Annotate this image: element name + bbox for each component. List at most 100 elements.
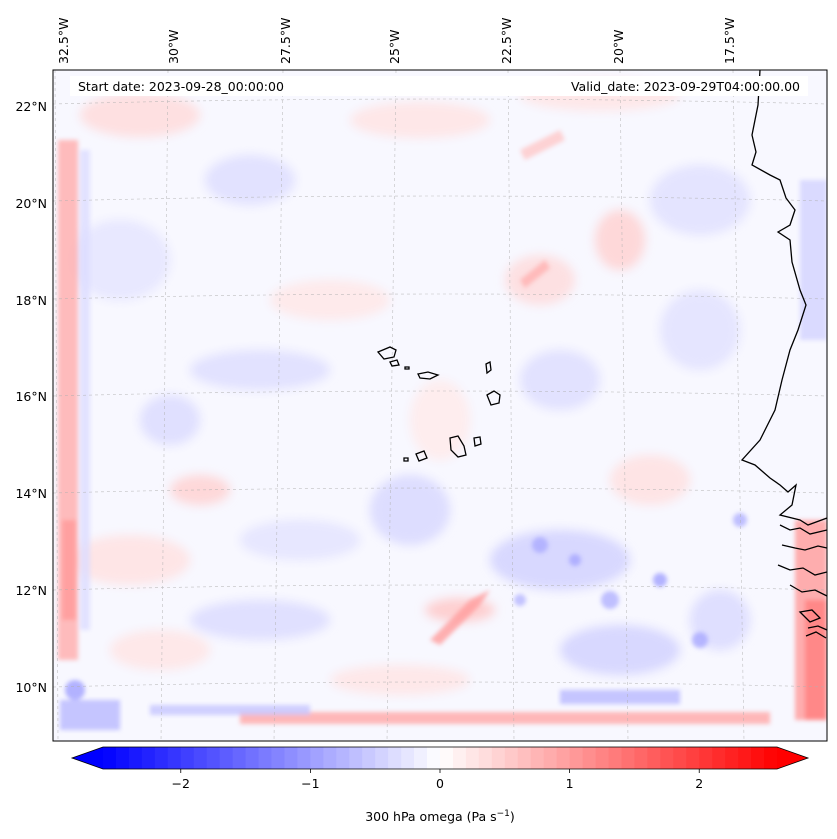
island-santa-luzia: [404, 366, 410, 370]
colorbar-segment: [582, 747, 597, 769]
colorbar-segment: [206, 747, 221, 769]
map-frame: [52, 69, 828, 742]
colorbar-segment: [128, 747, 143, 769]
colorbar-segment: [491, 747, 506, 769]
colorbar-label-close: ): [510, 809, 515, 824]
colorbar-segment: [323, 747, 337, 769]
lon-label: 22.5°W: [499, 18, 514, 64]
colorbar-segment: [258, 747, 273, 769]
colorbar-tick-label: 0: [436, 776, 444, 791]
colorbar-segment: [141, 747, 156, 769]
island-brava: [403, 457, 409, 462]
colorbar-segment: [310, 747, 324, 769]
colorbar-segment: [569, 747, 584, 769]
colorbar-segment: [725, 747, 739, 769]
colorbar-segment: [362, 747, 376, 769]
colorbar-segment: [336, 747, 350, 769]
colorbar-segment: [465, 747, 480, 769]
omega-field: [58, 79, 827, 730]
island-sal: [485, 361, 492, 375]
colorbar-segment: [427, 747, 441, 769]
colorbar-segment: [245, 747, 260, 769]
colorbar-segment: [440, 747, 454, 769]
colorbar-segment: [699, 747, 713, 769]
colorbar-segment: [543, 747, 558, 769]
lon-label: 30°W: [166, 29, 181, 64]
island-maio: [473, 436, 482, 447]
colorbar-segment: [349, 747, 363, 769]
lat-label: 22°N: [15, 99, 47, 114]
colorbar-segment: [608, 747, 623, 769]
island-fogo: [415, 450, 428, 462]
colorbar-segment: [297, 747, 311, 769]
colorbar-segment: [284, 747, 299, 769]
colorbar-segment: [673, 747, 687, 769]
colorbar-segment: [452, 747, 467, 769]
colorbar-segment: [595, 747, 610, 769]
lon-label: 32.5°W: [56, 18, 71, 64]
colorbar-segment: [556, 747, 571, 769]
lat-label: 16°N: [15, 389, 47, 404]
colorbar-segment: [193, 747, 208, 769]
colorbar-segment: [388, 747, 402, 769]
colorbar-segment: [621, 747, 636, 769]
colorbar: −2 −1 0 1 2 300 hPa omega (Pa s−1): [70, 746, 810, 824]
colorbar-segment: [180, 747, 195, 769]
colorbar-ticks: −2 −1 0 1 2: [172, 769, 703, 791]
colorbar-segment: [219, 747, 234, 769]
colorbar-segment: [232, 747, 247, 769]
gridlines: [53, 70, 827, 741]
colorbar-segment: [414, 747, 428, 769]
colorbar-segment: [530, 747, 545, 769]
start-date-label: Start date: 2023-09-28_00:00:00: [78, 79, 284, 94]
island-santiago: [449, 435, 467, 458]
island-santo-antao: [376, 346, 397, 360]
lat-label: 12°N: [15, 583, 47, 598]
island-sao-vicente: [389, 359, 400, 367]
colorbar-segment: [271, 747, 286, 769]
african-coastline: [740, 70, 827, 526]
colorbar-segment: [764, 747, 778, 769]
coast-gambia-senegal: [777, 524, 827, 639]
lat-label: 14°N: [15, 486, 47, 501]
colorbar-segment: [115, 747, 130, 769]
colorbar-label-exponent: −1: [497, 809, 510, 819]
colorbar-segment: [712, 747, 726, 769]
colorbar-segment: [751, 747, 765, 769]
coastlines: [376, 70, 827, 639]
colorbar-segments: [72, 747, 808, 769]
colorbar-segment: [375, 747, 389, 769]
colorbar-segment: [167, 747, 182, 769]
colorbar-segment: [660, 747, 674, 769]
colorbar-extend-max: [777, 747, 808, 769]
colorbar-tick-label: −2: [172, 776, 190, 791]
valid-date-label: Valid_date: 2023-09-29T04:00:00.00: [571, 79, 800, 94]
lon-label: 17.5°W: [722, 18, 737, 64]
colorbar-extend-min: [72, 747, 103, 769]
latitude-labels: 22°N 20°N 18°N 16°N 14°N 12°N 10°N: [15, 99, 47, 695]
colorbar-segment: [634, 747, 648, 769]
colorbar-tick-label: 2: [695, 776, 703, 791]
colorbar-segment: [686, 747, 700, 769]
colorbar-segment: [647, 747, 661, 769]
island-boa-vista: [486, 390, 501, 406]
header-box: [70, 76, 808, 96]
lon-label: 27.5°W: [278, 18, 293, 64]
colorbar-segment: [504, 747, 519, 769]
colorbar-outline: [70, 746, 810, 770]
colorbar-segment: [401, 747, 415, 769]
longitude-labels: 32.5°W 30°W 27.5°W 25°W 22.5°W 20°W 17.5…: [56, 18, 737, 64]
colorbar-segment: [478, 747, 493, 769]
colorbar-tick-label: −1: [301, 776, 319, 791]
lon-label: 25°W: [387, 29, 402, 64]
colorbar-label: 300 hPa omega (Pa s−1): [365, 809, 515, 824]
lat-label: 18°N: [15, 293, 47, 308]
colorbar-segment: [738, 747, 752, 769]
lon-label: 20°W: [611, 29, 626, 64]
colorbar-segment: [517, 747, 532, 769]
lat-label: 20°N: [15, 196, 47, 211]
colorbar-tick-label: 1: [566, 776, 574, 791]
lat-label: 10°N: [15, 680, 47, 695]
colorbar-segment: [103, 747, 117, 769]
